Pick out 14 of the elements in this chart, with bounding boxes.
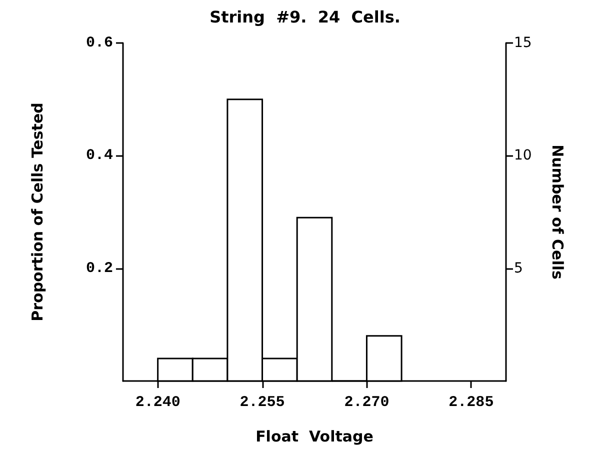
x-axis-title: Float Voltage [256, 428, 374, 446]
y2-axis-title: Number of Cells [548, 144, 566, 280]
y2-tick-label: 10 [514, 148, 532, 164]
y-tick-label: 0.6 [86, 34, 113, 52]
y2-tick-label: 5 [514, 260, 523, 276]
y-tick-label: 0.4 [86, 147, 113, 164]
chart-title: String #9. 24 Cells. [210, 8, 400, 26]
y2-tick-label: 15 [514, 35, 532, 51]
x-tick-label: 2.255 [240, 394, 285, 411]
x-tick-label: 2.285 [448, 394, 494, 411]
x-tick-label: 2.270 [344, 394, 390, 411]
y-axis-title: Proportion of Cells Tested [28, 102, 46, 322]
x-tick-label: 2.240 [135, 394, 180, 411]
y-tick-label: 0.2 [86, 260, 113, 277]
